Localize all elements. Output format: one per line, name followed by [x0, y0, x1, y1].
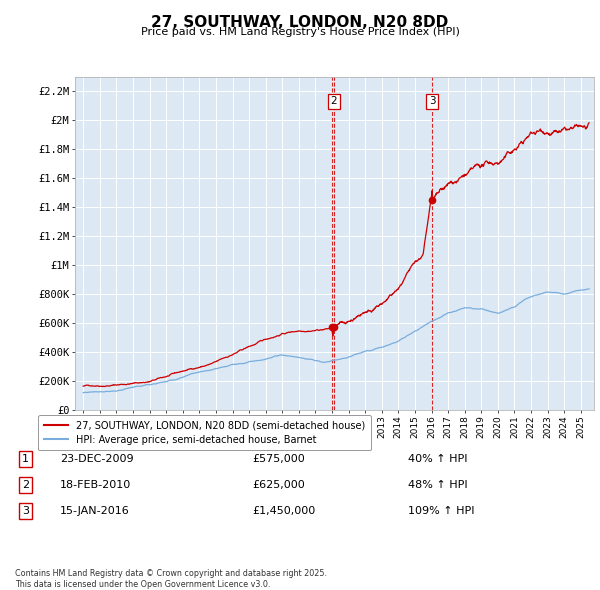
Text: Price paid vs. HM Land Registry's House Price Index (HPI): Price paid vs. HM Land Registry's House … [140, 27, 460, 37]
Text: £575,000: £575,000 [252, 454, 305, 464]
Text: 2: 2 [22, 480, 29, 490]
Text: Contains HM Land Registry data © Crown copyright and database right 2025.
This d: Contains HM Land Registry data © Crown c… [15, 569, 327, 589]
Text: 3: 3 [429, 96, 436, 106]
Text: 1: 1 [22, 454, 29, 464]
Text: 23-DEC-2009: 23-DEC-2009 [60, 454, 134, 464]
Text: £1,450,000: £1,450,000 [252, 506, 315, 516]
Legend: 27, SOUTHWAY, LONDON, N20 8DD (semi-detached house), HPI: Average price, semi-de: 27, SOUTHWAY, LONDON, N20 8DD (semi-deta… [38, 415, 371, 451]
Text: 109% ↑ HPI: 109% ↑ HPI [408, 506, 475, 516]
Text: 48% ↑ HPI: 48% ↑ HPI [408, 480, 467, 490]
Text: 3: 3 [22, 506, 29, 516]
Text: 2: 2 [331, 96, 337, 106]
Text: 27, SOUTHWAY, LONDON, N20 8DD: 27, SOUTHWAY, LONDON, N20 8DD [151, 15, 449, 30]
Text: £625,000: £625,000 [252, 480, 305, 490]
Text: 40% ↑ HPI: 40% ↑ HPI [408, 454, 467, 464]
Text: 15-JAN-2016: 15-JAN-2016 [60, 506, 130, 516]
Text: 18-FEB-2010: 18-FEB-2010 [60, 480, 131, 490]
